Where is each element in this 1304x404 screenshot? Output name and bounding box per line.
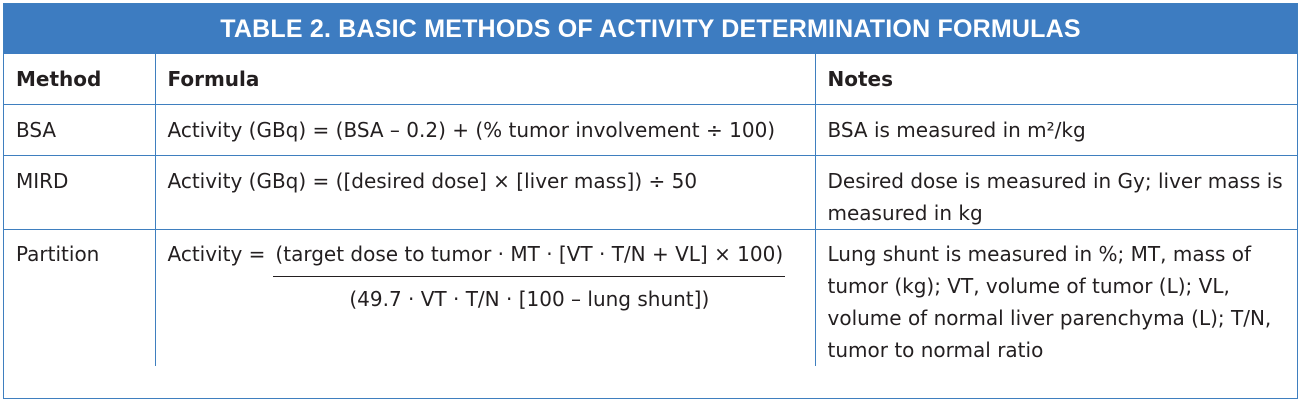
header-formula: Formula xyxy=(155,54,816,105)
table-frame: TABLE 2. BASIC METHODS OF ACTIVITY DETER… xyxy=(3,3,1298,399)
formula-cell: Activity = (target dose to tumor · MT · … xyxy=(155,229,816,366)
formula-cell: Activity (GBq) = (BSA – 0.2) + (% tumor … xyxy=(155,104,816,156)
method-cell: Partition xyxy=(4,229,156,366)
fraction-formula: Activity = (target dose to tumor · MT · … xyxy=(168,238,803,315)
method-cell: MIRD xyxy=(4,155,156,230)
methods-table: Method Formula Notes BSA Activity (GBq) … xyxy=(4,54,1297,366)
notes-cell: Lung shunt is measured in %; MT, mass of… xyxy=(827,242,1272,362)
table-row-mird: MIRD Activity (GBq) = ([desired dose] × … xyxy=(4,155,1297,230)
notes-cell: Desired dose is measured in Gy; liver ma… xyxy=(815,155,1297,230)
table-row-bsa: BSA Activity (GBq) = (BSA – 0.2) + (% tu… xyxy=(4,104,1297,156)
header-row: Method Formula Notes xyxy=(4,54,1297,105)
formula-lhs: Activity = xyxy=(167,242,266,266)
method-cell: BSA xyxy=(4,104,156,156)
header-method: Method xyxy=(4,54,156,105)
fraction-numerator: (target dose to tumor · MT · [VT · T/N +… xyxy=(273,238,786,277)
header-notes: Notes xyxy=(815,54,1297,105)
table-row-partition: Partition Activity = (target dose to tum… xyxy=(4,229,1297,366)
notes-cell: BSA is measured in m²/kg xyxy=(815,104,1297,156)
fraction: (target dose to tumor · MT · [VT · T/N +… xyxy=(273,238,786,315)
formula-cell: Activity (GBq) = ([desired dose] × [live… xyxy=(155,155,816,230)
table-title: TABLE 2. BASIC METHODS OF ACTIVITY DETER… xyxy=(4,4,1297,54)
fraction-denominator: (49.7 · VT · T/N · [100 – lung shunt]) xyxy=(349,287,710,311)
